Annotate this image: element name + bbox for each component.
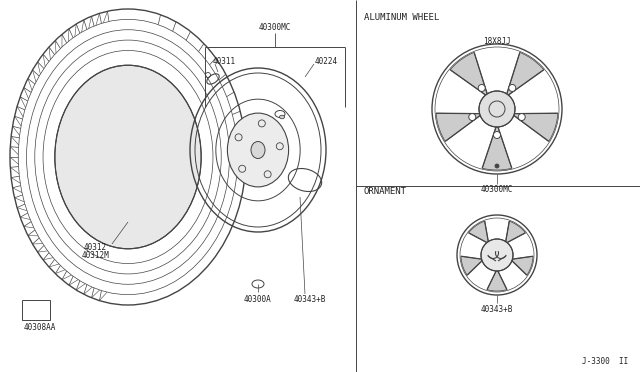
Polygon shape <box>512 256 533 275</box>
Text: ORNAMENT: ORNAMENT <box>364 187 407 196</box>
Text: 40300MC: 40300MC <box>481 185 513 193</box>
Text: 18X8JJ: 18X8JJ <box>483 36 511 45</box>
Ellipse shape <box>280 115 285 119</box>
Text: 40300A: 40300A <box>244 295 272 305</box>
Circle shape <box>479 91 515 127</box>
Polygon shape <box>483 127 512 170</box>
Ellipse shape <box>55 65 201 249</box>
Circle shape <box>468 113 476 121</box>
Ellipse shape <box>227 113 289 187</box>
Polygon shape <box>514 113 558 141</box>
Circle shape <box>495 164 499 168</box>
Polygon shape <box>507 52 544 95</box>
Polygon shape <box>487 271 507 291</box>
Circle shape <box>481 239 513 271</box>
Bar <box>22 300 50 320</box>
Text: 40312: 40312 <box>83 243 107 251</box>
Text: 40300MC: 40300MC <box>259 22 291 32</box>
Polygon shape <box>461 256 482 275</box>
Circle shape <box>493 131 500 138</box>
Polygon shape <box>506 221 525 243</box>
Text: 40308AA: 40308AA <box>24 324 56 333</box>
Text: 40343+B: 40343+B <box>481 305 513 314</box>
Text: 40343+B: 40343+B <box>294 295 326 305</box>
Polygon shape <box>436 113 480 141</box>
Text: 40224: 40224 <box>315 58 338 67</box>
Ellipse shape <box>251 141 265 158</box>
Circle shape <box>478 84 485 92</box>
Polygon shape <box>468 221 488 243</box>
Circle shape <box>509 84 516 92</box>
Circle shape <box>518 113 525 121</box>
Text: 40312M: 40312M <box>81 251 109 260</box>
Polygon shape <box>451 52 487 95</box>
Text: 40311: 40311 <box>213 58 236 67</box>
Text: ALUMINUM WHEEL: ALUMINUM WHEEL <box>364 13 439 22</box>
Text: J-3300  II: J-3300 II <box>582 357 628 366</box>
